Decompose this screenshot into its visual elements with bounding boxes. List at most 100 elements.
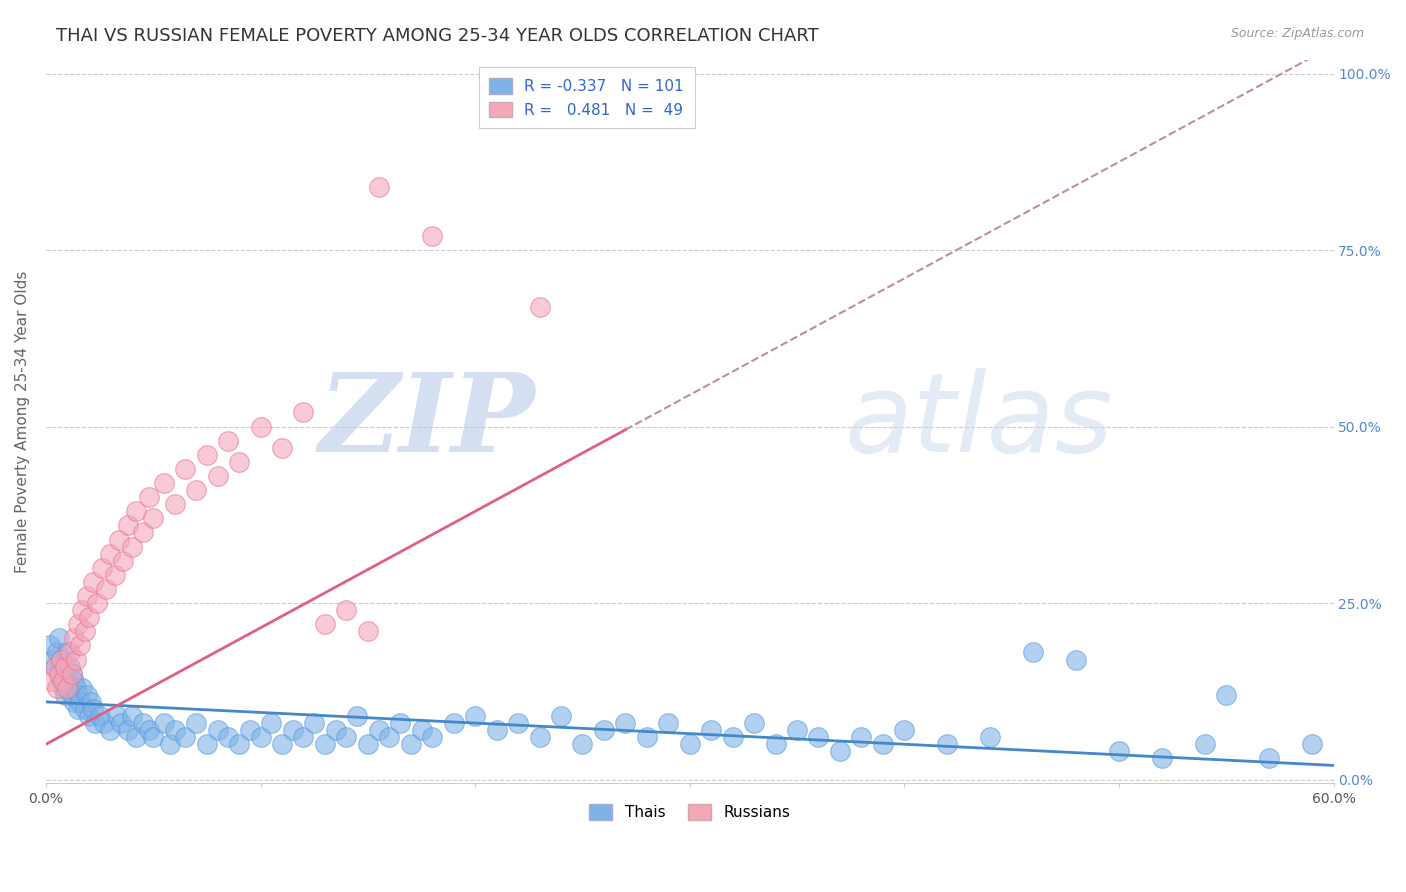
Point bbox=[325, 723, 347, 738]
Point bbox=[49, 652, 72, 666]
Point bbox=[84, 716, 107, 731]
Point bbox=[90, 561, 112, 575]
Point bbox=[335, 603, 357, 617]
Point bbox=[314, 617, 336, 632]
Point bbox=[411, 723, 433, 738]
Point bbox=[399, 737, 422, 751]
Point bbox=[389, 716, 412, 731]
Point bbox=[153, 716, 176, 731]
Point bbox=[72, 681, 94, 695]
Point bbox=[893, 723, 915, 738]
Point bbox=[60, 666, 83, 681]
Point bbox=[58, 659, 80, 673]
Point bbox=[142, 730, 165, 744]
Point bbox=[249, 419, 271, 434]
Point bbox=[105, 709, 128, 723]
Point bbox=[464, 709, 486, 723]
Point bbox=[69, 639, 91, 653]
Point bbox=[239, 723, 262, 738]
Point bbox=[217, 730, 239, 744]
Point bbox=[56, 673, 79, 688]
Point bbox=[63, 695, 86, 709]
Point bbox=[63, 632, 86, 646]
Point bbox=[420, 229, 443, 244]
Point bbox=[138, 490, 160, 504]
Point bbox=[346, 709, 368, 723]
Point bbox=[614, 716, 637, 731]
Point bbox=[67, 617, 90, 632]
Point bbox=[125, 730, 148, 744]
Point bbox=[53, 666, 76, 681]
Point bbox=[163, 723, 186, 738]
Point bbox=[89, 709, 111, 723]
Point bbox=[41, 652, 63, 666]
Point bbox=[506, 716, 529, 731]
Point bbox=[302, 716, 325, 731]
Point bbox=[217, 434, 239, 448]
Legend: Thais, Russians: Thais, Russians bbox=[583, 797, 796, 826]
Point bbox=[65, 652, 87, 666]
Point bbox=[138, 723, 160, 738]
Point bbox=[636, 730, 658, 744]
Point bbox=[94, 582, 117, 596]
Point bbox=[56, 681, 79, 695]
Point bbox=[335, 730, 357, 744]
Point bbox=[77, 610, 100, 624]
Point bbox=[86, 596, 108, 610]
Point bbox=[186, 483, 208, 497]
Point bbox=[41, 673, 63, 688]
Point bbox=[1022, 645, 1045, 659]
Point bbox=[131, 525, 153, 540]
Point bbox=[98, 723, 121, 738]
Point bbox=[786, 723, 808, 738]
Point bbox=[60, 666, 83, 681]
Point bbox=[52, 673, 75, 688]
Point bbox=[292, 405, 315, 419]
Y-axis label: Female Poverty Among 25-34 Year Olds: Female Poverty Among 25-34 Year Olds bbox=[15, 270, 30, 573]
Point bbox=[73, 624, 96, 639]
Point bbox=[550, 709, 572, 723]
Point bbox=[52, 659, 75, 673]
Point bbox=[131, 716, 153, 731]
Point bbox=[807, 730, 830, 744]
Text: atlas: atlas bbox=[844, 368, 1114, 475]
Point bbox=[420, 730, 443, 744]
Point bbox=[142, 511, 165, 525]
Point bbox=[485, 723, 508, 738]
Text: Source: ZipAtlas.com: Source: ZipAtlas.com bbox=[1230, 27, 1364, 40]
Point bbox=[53, 688, 76, 702]
Point bbox=[1150, 751, 1173, 765]
Point bbox=[121, 540, 143, 554]
Point bbox=[1215, 688, 1237, 702]
Point bbox=[742, 716, 765, 731]
Point bbox=[44, 659, 66, 673]
Point bbox=[828, 744, 851, 758]
Point bbox=[367, 179, 389, 194]
Point bbox=[153, 476, 176, 491]
Point bbox=[76, 688, 98, 702]
Point bbox=[529, 730, 551, 744]
Point bbox=[60, 688, 83, 702]
Point bbox=[378, 730, 401, 744]
Point bbox=[174, 730, 197, 744]
Point bbox=[39, 639, 62, 653]
Point bbox=[49, 652, 72, 666]
Point bbox=[679, 737, 702, 751]
Point bbox=[186, 716, 208, 731]
Point bbox=[281, 723, 304, 738]
Point bbox=[44, 659, 66, 673]
Point bbox=[48, 666, 70, 681]
Point bbox=[228, 455, 250, 469]
Point bbox=[73, 702, 96, 716]
Point bbox=[69, 695, 91, 709]
Point bbox=[45, 681, 67, 695]
Point bbox=[1194, 737, 1216, 751]
Point bbox=[93, 716, 115, 731]
Point bbox=[48, 632, 70, 646]
Point bbox=[82, 702, 104, 716]
Point bbox=[121, 709, 143, 723]
Point bbox=[207, 723, 229, 738]
Point bbox=[67, 688, 90, 702]
Text: ZIP: ZIP bbox=[319, 368, 536, 475]
Point bbox=[159, 737, 181, 751]
